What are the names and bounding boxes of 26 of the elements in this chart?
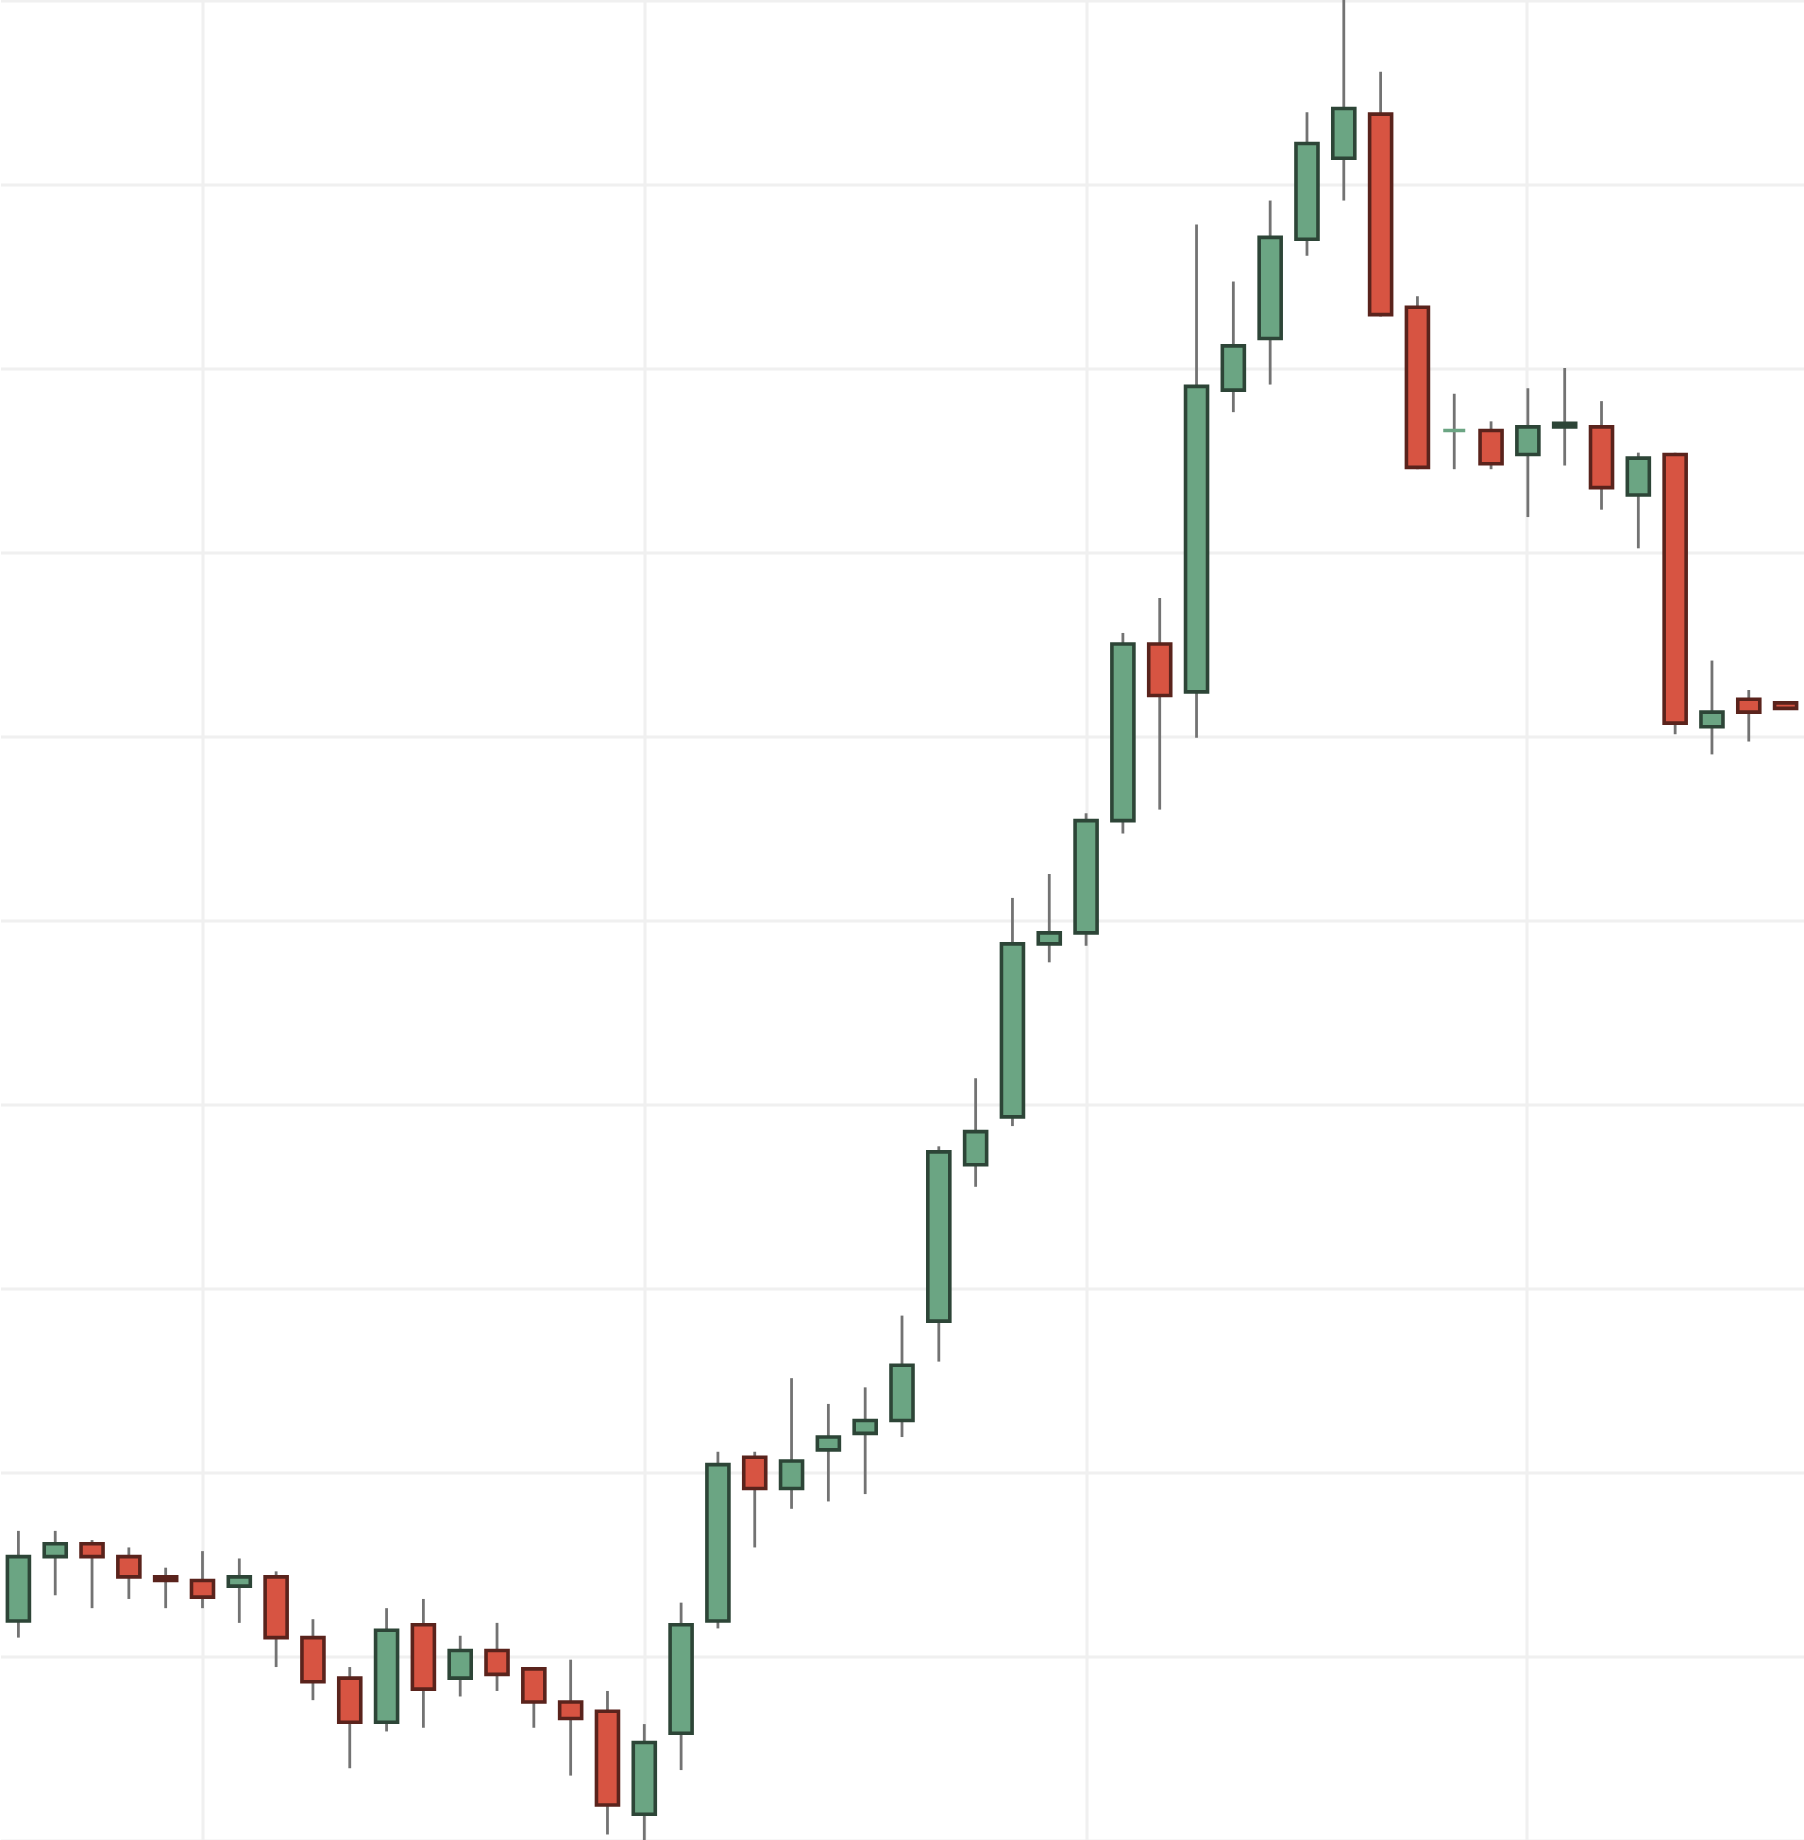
- candlestick: [1551, 366, 1578, 467]
- candlestick: [336, 1665, 363, 1770]
- candlestick: [226, 1557, 253, 1625]
- candlestick: [521, 1665, 547, 1730]
- candlestick: [189, 1549, 216, 1610]
- candlestick: [778, 1376, 805, 1511]
- candlestick: [1441, 392, 1468, 471]
- candlestick: [152, 1566, 179, 1610]
- candlestick: [815, 1402, 842, 1503]
- candlestick: [557, 1658, 584, 1777]
- candlestick: [484, 1621, 510, 1693]
- candlestick: [79, 1538, 105, 1610]
- candlestick: [300, 1617, 326, 1702]
- candlestick: [962, 1076, 989, 1189]
- candlestick: [1515, 386, 1541, 519]
- candlestick: [1625, 451, 1652, 550]
- candlestick: [447, 1634, 473, 1698]
- candlestick: [1699, 659, 1725, 756]
- candlestick: [1478, 419, 1504, 471]
- candlestick: [741, 1450, 768, 1549]
- candlestick: [1735, 688, 1762, 743]
- candlestick: [42, 1529, 69, 1597]
- candlestick: [1036, 872, 1063, 964]
- candlestick: [1220, 280, 1247, 414]
- candlestick: [116, 1546, 142, 1601]
- candlestick: [852, 1385, 878, 1496]
